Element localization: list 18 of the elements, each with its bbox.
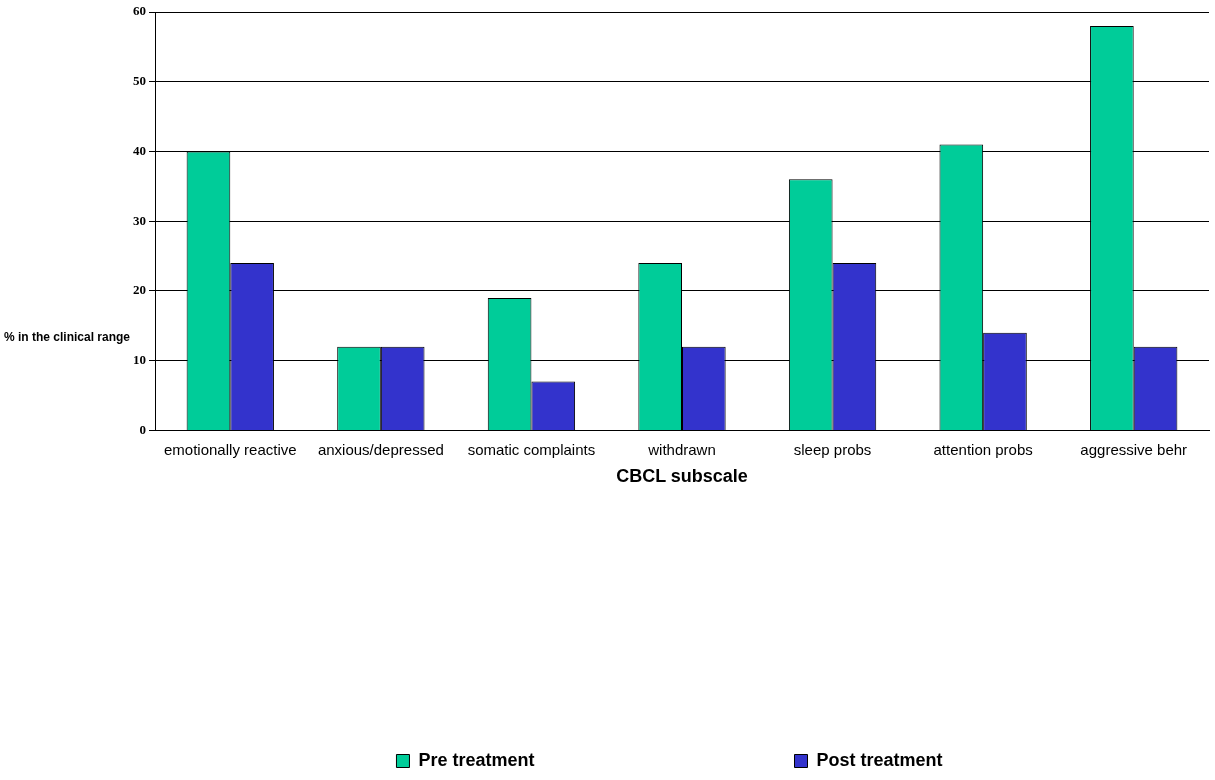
x-tick-label: attention probs [933,440,1033,458]
y-tick-label: 20 [133,282,146,298]
x-tick-label: withdrawn [647,440,716,458]
y-tick-label: 50 [133,73,146,89]
y-tick-label: 0 [139,421,146,437]
x-tick-label: anxious/depressed [317,440,444,458]
x-tick-label: somatic complaints [467,440,596,458]
legend-label: Post treatment [816,749,943,770]
y-axis-title: % in the clinical range [4,330,132,344]
x-tick-label: sleep probs [793,440,872,458]
y-tick-label: 40 [133,142,146,158]
y-tick-label: 30 [133,212,146,228]
y-tick-label: 60 [133,3,146,19]
x-tick-label: emotionally reactive [164,440,297,458]
x-tick-label: aggressive behr [1080,440,1188,458]
legend-label: Pre treatment [418,749,535,770]
y-tick-label: 10 [133,352,146,368]
x-axis-title: CBCL subscale [616,466,748,487]
